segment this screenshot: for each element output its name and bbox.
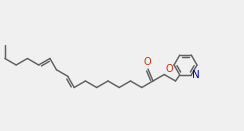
Text: O: O bbox=[143, 57, 151, 67]
Text: O: O bbox=[165, 64, 173, 73]
Text: N: N bbox=[192, 70, 200, 80]
